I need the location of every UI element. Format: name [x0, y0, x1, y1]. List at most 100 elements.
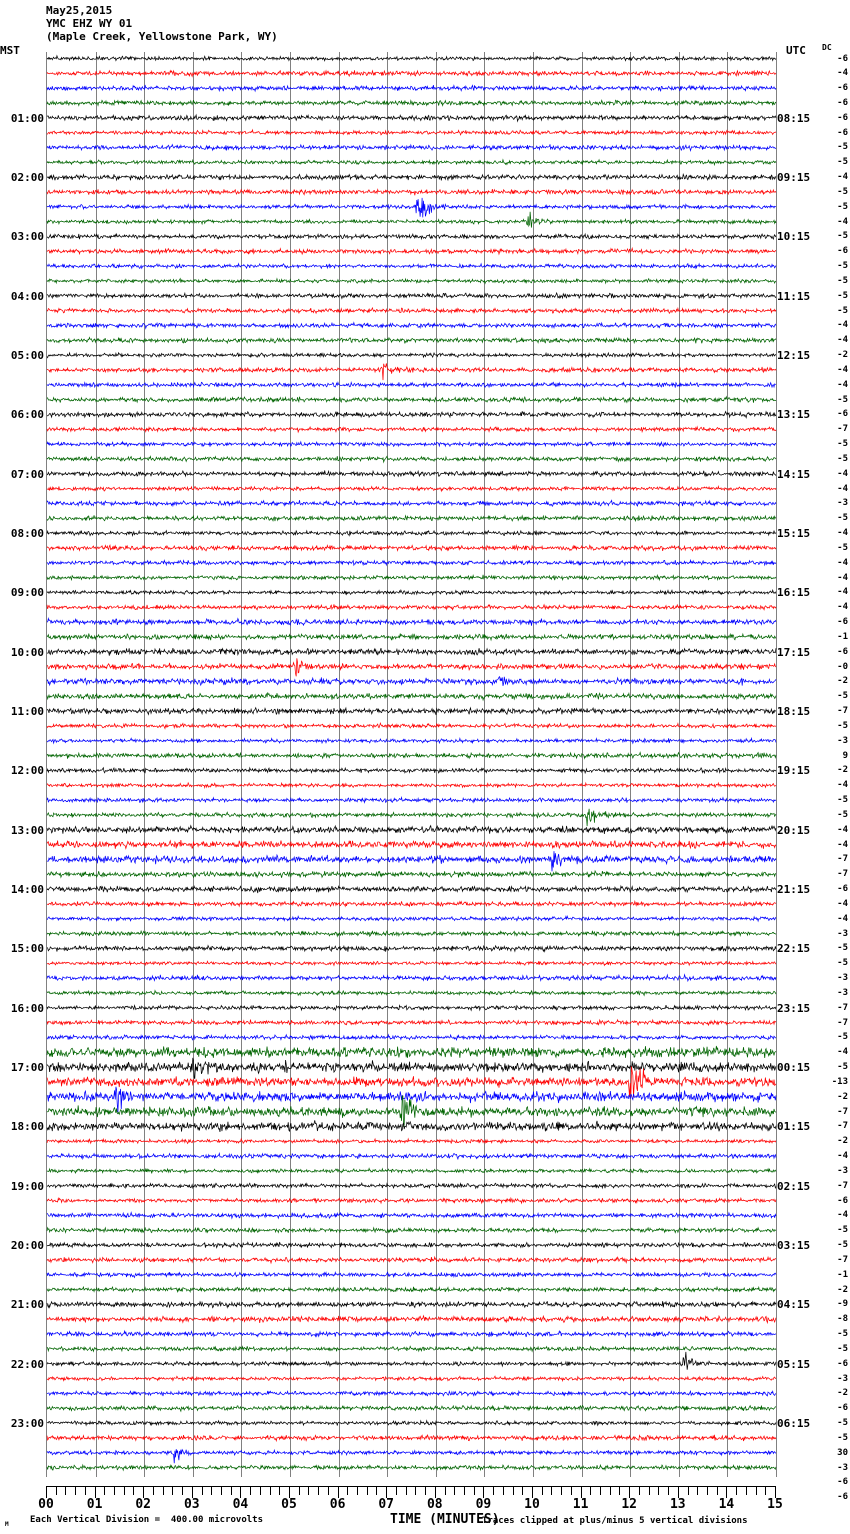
- dc-offset-value: -2: [837, 765, 848, 776]
- dc-offset-value: -7: [837, 706, 848, 717]
- axis-tick-minor: [123, 1487, 125, 1495]
- dc-offset-value: -13: [831, 1076, 848, 1087]
- utc-time-label: 19:15: [777, 764, 811, 778]
- axis-tick-major: [677, 1487, 679, 1498]
- mst-time-label: 08:00: [10, 527, 44, 541]
- trace-line: [46, 499, 777, 508]
- axis-tick-minor: [220, 1487, 222, 1495]
- trace-line: [46, 632, 777, 642]
- dc-offset-value: -1: [837, 631, 848, 642]
- trace-line: [46, 1270, 777, 1279]
- utc-time-label: 09:15: [777, 171, 811, 185]
- trace-line: [46, 1389, 777, 1398]
- mst-time-label: 18:00: [10, 1120, 44, 1134]
- gridline-minute-07: [387, 52, 389, 1477]
- trace-line: [46, 573, 777, 582]
- utc-time-label: 21:15: [777, 883, 811, 897]
- trace-line: [46, 766, 777, 775]
- trace-line: [46, 484, 777, 493]
- header: May25,2015 YMC EHZ WY 01 (Maple Creek, Y…: [46, 4, 278, 43]
- trace-line: [46, 647, 777, 657]
- axis-tick-minor: [318, 1487, 320, 1495]
- utc-time-label: 14:15: [777, 467, 811, 481]
- dc-offset-value: -5: [837, 1240, 848, 1251]
- axis-tick-minor: [357, 1487, 359, 1495]
- mst-time-label: 04:00: [10, 289, 44, 303]
- axis-tick-minor: [590, 1487, 592, 1495]
- trace-line: [46, 395, 777, 404]
- dc-offset-value: -7: [837, 1121, 848, 1132]
- trace-line: [46, 1211, 777, 1220]
- dc-offset-value: -5: [837, 795, 848, 806]
- trace-line: [46, 128, 777, 137]
- trace-line: [46, 959, 777, 967]
- gridline-minute-09: [484, 52, 486, 1477]
- utc-time-label: 01:15: [777, 1120, 811, 1134]
- trace-line: [46, 658, 777, 677]
- axis-tick-minor: [366, 1487, 368, 1495]
- trace-line: [46, 839, 777, 850]
- dc-offset-value: -4: [837, 913, 848, 924]
- trace-line: [46, 1463, 777, 1472]
- dc-offset-value: -6: [837, 1492, 848, 1503]
- utc-time-label: 11:15: [777, 289, 811, 303]
- axis-tick-minor: [425, 1487, 427, 1495]
- axis-tick-major: [143, 1487, 145, 1498]
- gridline-minute-10: [533, 52, 534, 1477]
- trace-line: [46, 262, 777, 270]
- trace-line: [46, 514, 777, 523]
- trace-line: [46, 188, 777, 196]
- axis-tick-minor: [395, 1487, 397, 1495]
- dc-offset-value: -6: [837, 246, 848, 257]
- axis-tick-minor: [638, 1487, 640, 1495]
- dc-offset-value: -3: [837, 987, 848, 998]
- dc-offset-value: -6: [837, 1358, 848, 1369]
- trace-line: [46, 1152, 777, 1161]
- header-date: May25,2015: [46, 4, 113, 17]
- dc-offset-value: -4: [837, 172, 848, 183]
- trace-line: [46, 1004, 777, 1012]
- trace-line: [46, 796, 777, 804]
- axis-tick-minor: [697, 1487, 699, 1495]
- trace-line: [46, 1057, 777, 1079]
- microvolt-prefix-label: M: [5, 1521, 9, 1528]
- trace-layer: [46, 54, 777, 1472]
- utc-time-label: 17:15: [777, 645, 811, 659]
- dc-offset-value: -5: [837, 142, 848, 153]
- axis-tick-minor: [716, 1487, 718, 1495]
- axis-tick-minor: [201, 1487, 203, 1495]
- mst-time-label: 13:00: [10, 823, 44, 837]
- utc-time-label: 12:15: [777, 349, 811, 363]
- dc-offset-value: -5: [837, 691, 848, 702]
- x-tick-label: 10: [524, 1497, 540, 1512]
- trace-line: [46, 558, 777, 567]
- axis-tick-minor: [250, 1487, 252, 1495]
- mst-time-label: 07:00: [10, 467, 44, 481]
- dc-offset-value: -7: [837, 1254, 848, 1265]
- trace-line: [46, 1434, 777, 1443]
- axis-tick-major: [94, 1487, 96, 1498]
- axis-tick-minor: [609, 1487, 611, 1495]
- trace-line: [46, 1419, 777, 1427]
- trace-line: [46, 1018, 777, 1027]
- dc-offset-value: -4: [837, 68, 848, 79]
- dc-offset-value: -5: [837, 958, 848, 969]
- trace-line: [46, 1095, 777, 1128]
- dc-offset-value: -7: [837, 1002, 848, 1013]
- axis-tick-minor: [75, 1487, 77, 1495]
- dc-offset-value: -7: [837, 424, 848, 435]
- axis-tick-major: [580, 1487, 582, 1498]
- dc-offset-value: -5: [837, 542, 848, 553]
- dc-offset-value: -4: [837, 320, 848, 331]
- axis-tick-major: [483, 1487, 485, 1498]
- mst-time-label: 15:00: [10, 942, 44, 956]
- trace-line: [46, 1033, 777, 1042]
- time-axis: [46, 1486, 776, 1498]
- trace-line: [46, 54, 777, 62]
- dc-offset-value: -4: [837, 557, 848, 568]
- axis-tick-minor: [308, 1487, 310, 1495]
- utc-time-label: 16:15: [777, 586, 811, 600]
- axis-tick-minor: [84, 1487, 86, 1495]
- mst-time-label: 20:00: [10, 1239, 44, 1253]
